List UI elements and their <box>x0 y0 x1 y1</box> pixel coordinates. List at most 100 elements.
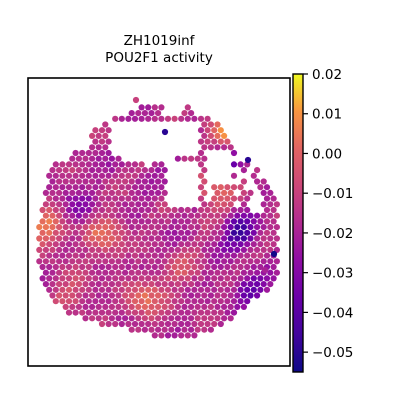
spot <box>201 224 208 231</box>
spot <box>201 315 208 322</box>
spot <box>115 212 122 219</box>
spot <box>79 149 86 157</box>
spot <box>95 212 102 219</box>
spot <box>98 263 106 271</box>
spot <box>234 281 241 288</box>
spot <box>194 155 201 162</box>
spot <box>115 235 122 242</box>
spot <box>224 298 231 305</box>
spot <box>161 167 168 174</box>
spot <box>155 258 162 265</box>
spot <box>65 275 73 282</box>
spot <box>95 246 102 253</box>
spot <box>79 309 86 316</box>
spot <box>118 286 125 293</box>
spot <box>244 263 251 271</box>
spot <box>207 121 214 128</box>
spot <box>188 246 195 253</box>
spot <box>98 138 106 145</box>
spot <box>141 167 148 174</box>
spot <box>201 235 208 242</box>
spot <box>181 281 188 288</box>
colorbar-tick-label: −0.04 <box>312 305 353 321</box>
spot <box>181 258 188 265</box>
spot <box>201 326 208 333</box>
spot <box>194 315 201 322</box>
spot <box>82 224 89 231</box>
spot <box>260 189 267 196</box>
spot <box>178 320 185 328</box>
spot <box>138 172 145 179</box>
spot <box>211 286 218 293</box>
spot <box>244 195 251 202</box>
spot <box>204 309 211 316</box>
spot <box>75 235 82 242</box>
spot <box>158 229 165 236</box>
spot <box>181 303 188 310</box>
spot <box>158 241 165 248</box>
spot <box>108 303 115 310</box>
spot <box>145 104 152 111</box>
spot <box>234 246 241 253</box>
spot <box>145 229 152 236</box>
spot <box>191 309 198 316</box>
spot <box>178 229 185 236</box>
spot <box>69 235 76 242</box>
spot <box>105 298 112 305</box>
spot <box>217 298 224 305</box>
spot <box>98 275 106 282</box>
spot <box>240 235 247 242</box>
spot <box>273 224 280 231</box>
spot <box>131 241 139 248</box>
spot <box>65 286 73 293</box>
spot <box>254 258 261 265</box>
spot <box>115 281 122 288</box>
spot <box>181 315 188 322</box>
spot <box>171 298 178 305</box>
spot <box>240 246 247 253</box>
spot <box>240 201 247 208</box>
spot <box>39 206 46 214</box>
spot <box>217 252 224 259</box>
spot <box>39 252 46 259</box>
spot <box>178 286 185 293</box>
spot <box>171 115 178 122</box>
spot <box>273 258 280 265</box>
spot <box>214 144 221 151</box>
spot <box>52 252 59 259</box>
spot <box>98 320 106 328</box>
spot <box>92 127 99 134</box>
spot <box>62 281 69 288</box>
spot <box>230 172 238 179</box>
spot <box>98 218 106 225</box>
spot <box>59 218 66 225</box>
spot <box>92 229 99 236</box>
spot <box>75 269 82 276</box>
spot <box>161 315 168 322</box>
spot <box>135 189 142 196</box>
spot <box>122 281 129 288</box>
spot <box>98 309 106 316</box>
spot <box>95 144 102 151</box>
spot <box>145 320 152 328</box>
spot <box>168 303 175 310</box>
spot <box>65 195 73 202</box>
spot <box>227 303 234 310</box>
spot <box>59 206 66 214</box>
spot <box>230 218 238 225</box>
spot <box>237 275 244 282</box>
spot <box>221 201 228 208</box>
spot <box>151 241 158 248</box>
spot <box>131 184 139 191</box>
spot <box>85 275 92 282</box>
spot <box>92 149 99 157</box>
spot <box>135 235 142 242</box>
spot <box>217 229 224 236</box>
spot <box>89 303 96 310</box>
spot <box>118 298 125 305</box>
spot <box>217 127 224 134</box>
spot <box>105 229 112 236</box>
spot <box>151 172 158 179</box>
spot <box>145 115 152 122</box>
spot <box>207 246 214 253</box>
